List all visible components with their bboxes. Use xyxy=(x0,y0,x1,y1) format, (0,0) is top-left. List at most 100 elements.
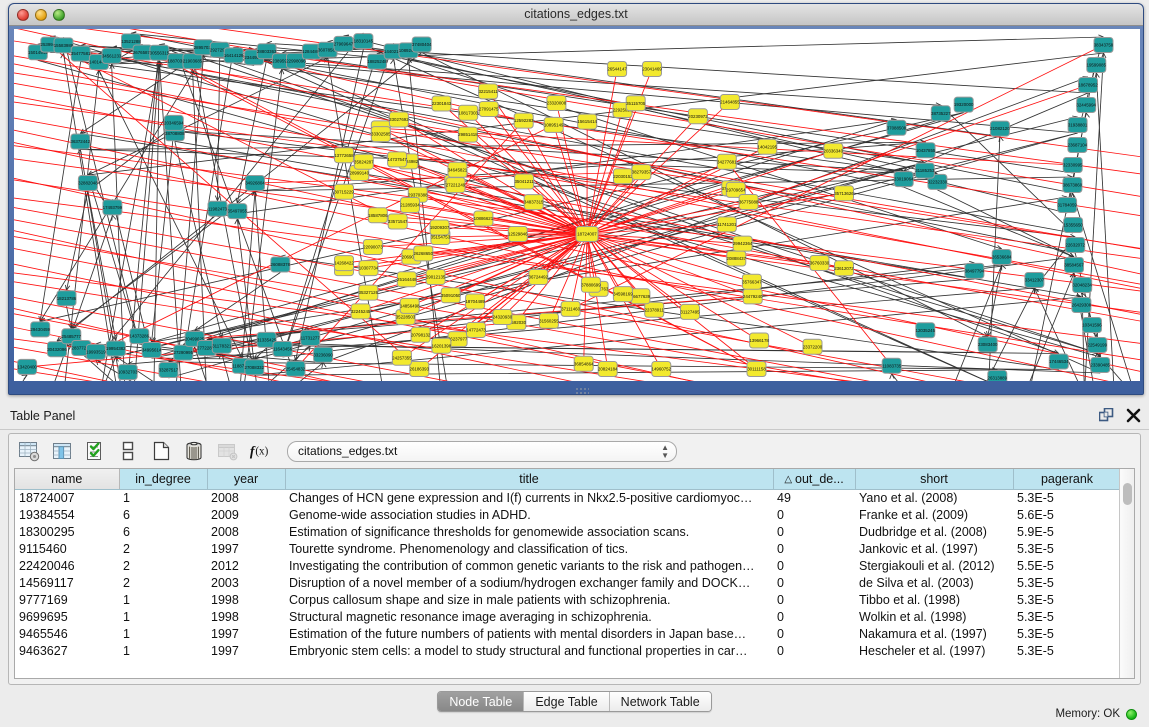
cell-name[interactable]: 9115460 xyxy=(19,541,67,556)
network-nodes[interactable]: 18724007 36760330 23612072 20888437 24479240… xyxy=(17,33,1114,381)
graph-node[interactable]: 38584567 xyxy=(1064,257,1084,273)
graph-node[interactable]: 10437855 xyxy=(915,142,936,159)
cell-short[interactable]: Stergiakouli et al. (2012) xyxy=(859,558,995,573)
graph-node[interactable]: 26544147 xyxy=(607,61,627,77)
graph-node[interactable]: 16414129 xyxy=(223,47,244,64)
cell-in_degree[interactable]: 1 xyxy=(123,643,130,658)
zoom-window-button[interactable] xyxy=(53,9,65,21)
cell-out_degree[interactable]: 0 xyxy=(777,592,784,607)
column-header-in_degree[interactable]: in_degree xyxy=(119,469,208,490)
graph-node[interactable]: 20798132 xyxy=(410,326,431,343)
cell-title[interactable]: Corpus callosum shape and size in male p… xyxy=(289,592,671,607)
graph-node[interactable]: 22549199 xyxy=(1087,337,1108,353)
new-document-icon[interactable] xyxy=(149,439,173,463)
graph-node[interactable]: 14772473 xyxy=(466,322,486,338)
graph-node[interactable]: 34995614 xyxy=(141,342,162,358)
graph-node[interactable]: 35824287 xyxy=(353,153,374,170)
graph-node[interactable]: 11731277 xyxy=(300,330,321,346)
cell-short[interactable]: Tibbo et al. (1998) xyxy=(859,592,960,607)
cell-title[interactable]: Estimation of the future numbers of pati… xyxy=(289,626,747,641)
cell-out_degree[interactable]: 0 xyxy=(777,541,784,556)
graph-node[interactable]: 33412307 xyxy=(1024,272,1045,288)
cell-title[interactable]: Disruption of a novel member of a sodium… xyxy=(289,575,751,590)
graph-node[interactable]: 34926804 xyxy=(245,175,265,191)
table-row[interactable]: 22420046 2 2012 Investigating the contribut… xyxy=(15,557,1121,574)
cell-name[interactable]: 9699695 xyxy=(19,609,68,624)
graph-node[interactable]: 23019064 xyxy=(893,171,914,188)
graph-node[interactable]: 14737547 xyxy=(387,151,407,168)
graph-node[interactable]: 20346594 xyxy=(163,114,184,131)
cell-short[interactable]: Jankovic et al. (1997) xyxy=(859,541,978,556)
graph-node[interactable]: 32882048 xyxy=(77,175,98,191)
graph-node[interactable]: 18310145 xyxy=(353,33,374,50)
cell-year[interactable]: 1997 xyxy=(211,541,239,556)
network-canvas[interactable]: 18724007 36760330 23612072 20888437 24479240… xyxy=(14,29,1140,381)
cell-title[interactable]: Embryonic stem cells: a model to study s… xyxy=(289,643,748,658)
graph-node[interactable]: 28803363 xyxy=(256,43,277,60)
cell-pagerank[interactable]: 5.3E-5 xyxy=(1017,490,1054,505)
table-row[interactable]: 18724007 1 2008 Changes of HCN gene express… xyxy=(15,489,1121,506)
graph-node[interactable]: 27091475 xyxy=(478,101,499,117)
graph-node[interactable]: 23390485 xyxy=(1090,357,1111,373)
graph-node[interactable]: 22998096 xyxy=(286,52,306,69)
graph-node[interactable]: 15583988 xyxy=(53,37,74,54)
graph-node[interactable]: 10932703 xyxy=(117,364,138,381)
close-window-button[interactable] xyxy=(17,9,29,21)
graph-node[interactable]: 37111460 xyxy=(560,300,581,317)
cell-year[interactable]: 1998 xyxy=(211,609,239,624)
graph-node[interactable]: 30715229 xyxy=(334,183,354,200)
cell-short[interactable]: Hescheler et al. (1997) xyxy=(859,643,986,658)
cell-year[interactable]: 2009 xyxy=(211,507,239,522)
cell-year[interactable]: 2012 xyxy=(211,558,239,573)
graph-node[interactable]: 33571547 xyxy=(387,213,408,230)
graph-node[interactable]: 21464855 xyxy=(719,94,740,110)
graph-node[interactable]: 33287517 xyxy=(158,362,179,378)
graph-node[interactable]: 22090073 xyxy=(362,239,383,255)
graph-node[interactable]: 14042195 xyxy=(757,138,778,155)
cell-title[interactable]: Tourette syndrome. Phenomenology and cla… xyxy=(289,541,629,556)
graph-node[interactable]: 31784059 xyxy=(1057,197,1077,213)
cell-pagerank[interactable]: 5.9E-5 xyxy=(1017,524,1054,539)
graph-node[interactable]: 36854864 xyxy=(573,355,594,372)
table-tab-group[interactable]: Node Table Edge Table Network Table xyxy=(437,691,712,712)
table-header-row[interactable]: name in_degree year title △ out_de... short pag… xyxy=(15,469,1122,490)
table-row[interactable]: 9463627 1 1997 Embryonic stem cells: a mode… xyxy=(15,642,1121,659)
cell-in_degree[interactable]: 2 xyxy=(123,541,130,556)
graph-node[interactable]: 24257355 xyxy=(391,349,412,366)
graph-node[interactable]: 18724007 xyxy=(575,226,599,242)
cell-pagerank[interactable]: 5.3E-5 xyxy=(1017,626,1054,641)
network-graph[interactable]: 18724007 36760330 23612072 20888437 24479240… xyxy=(14,29,1140,381)
graph-node[interactable]: 10341596 xyxy=(1082,317,1102,333)
tab-node-table[interactable]: Node Table xyxy=(438,692,525,711)
function-builder-icon[interactable]: f (x) xyxy=(248,439,272,463)
graph-node[interactable]: 10895149 xyxy=(543,116,564,133)
graph-node[interactable]: 34837315 xyxy=(523,194,544,211)
column-header-out_degree[interactable]: △ out_de... xyxy=(773,469,856,490)
cell-in_degree[interactable]: 6 xyxy=(123,507,130,522)
graph-node[interactable]: 36760330 xyxy=(809,255,830,271)
graph-node[interactable]: 18825248 xyxy=(367,53,387,70)
table-vertical-scrollbar[interactable] xyxy=(1119,469,1134,678)
graph-node[interactable]: 29012135 xyxy=(425,269,446,285)
graph-node[interactable]: 20888437 xyxy=(726,250,747,267)
cell-out_degree[interactable]: 0 xyxy=(777,626,784,641)
graph-node[interactable]: 22301843 xyxy=(431,95,452,112)
graph-node[interactable]: 32445994 xyxy=(1076,97,1097,113)
cell-pagerank[interactable]: 5.3E-5 xyxy=(1017,592,1054,607)
cell-name[interactable]: 19384554 xyxy=(19,507,75,522)
graph-node[interactable]: 34561233 xyxy=(101,47,122,64)
cell-in_degree[interactable]: 6 xyxy=(123,524,130,539)
cell-name[interactable]: 22420046 xyxy=(19,558,75,573)
graph-node[interactable]: 26268650 xyxy=(413,245,434,262)
close-panel-icon[interactable] xyxy=(1126,408,1141,428)
cell-in_degree[interactable]: 2 xyxy=(123,575,130,590)
cell-name[interactable]: 9465546 xyxy=(19,626,68,641)
graph-node[interactable]: 35327126 xyxy=(358,284,379,301)
graph-node[interactable]: 24479240 xyxy=(742,288,763,305)
graph-node[interactable]: 16201398 xyxy=(431,337,452,354)
graph-node[interactable]: 29851418 xyxy=(457,126,478,143)
graph-node[interactable]: 24320930 xyxy=(492,309,513,325)
graph-node[interactable]: 36775088 xyxy=(738,194,759,210)
graph-node[interactable]: 34645821 xyxy=(447,161,468,178)
cell-name[interactable]: 18724007 xyxy=(19,490,75,505)
